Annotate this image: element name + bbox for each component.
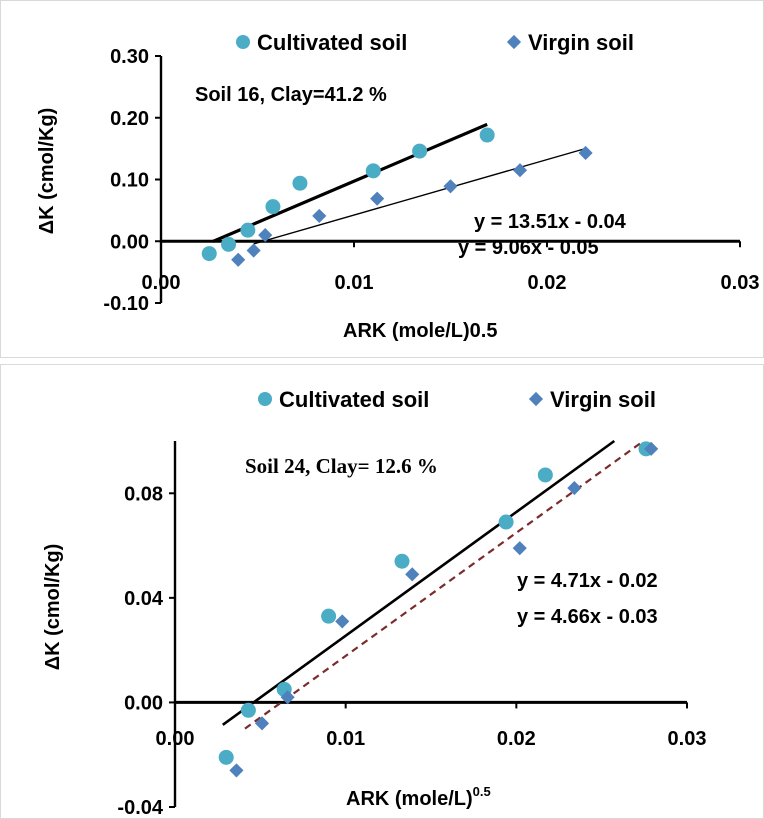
legend-marker-virgin [528,391,544,407]
y-tick-label: 0.00 [110,231,149,253]
data-point-virgin [312,208,327,224]
y-axis-title: ΔK (cmol/Kg) [36,108,58,235]
axes: -0.04 0.00 0.04 0.08 0.00 0.01 0.02 0.03 [117,441,706,818]
data-point-cultivated [218,749,234,765]
legend-label-cultivated: Cultivated soil [257,30,407,55]
data-point-cultivated [412,143,428,159]
data-point-virgin [258,228,273,243]
data-point-virgin [246,243,261,258]
equation-cultivated: y = 4.71x - 0.02 [517,570,658,592]
y-tick-label: 0.08 [124,483,163,505]
x-axis-title: ARK (mole/L)0.5 [346,784,491,810]
data-point-cultivated [321,608,337,624]
x-tick-label: 0.03 [668,728,707,750]
data-point-virgin [370,191,385,206]
data-point-virgin [405,567,420,582]
data-point-cultivated [479,127,495,143]
data-point-virgin [512,541,527,556]
equation-virgin: y = 4.66x - 0.03 [517,606,658,628]
data-points [201,127,593,267]
x-tick-label: 0.01 [326,728,365,750]
x-axis-title-superscript: 0.5 [473,784,491,799]
data-point-cultivated [292,175,308,191]
y-tick-label: 0.00 [124,692,163,714]
trendline-cultivated [222,439,616,726]
legend-marker-cultivated [258,392,272,406]
chart-panel-soil-24: Cultivated soil Virgin soil Soil 24, Cla… [0,364,764,819]
x-tick-label: 0.00 [142,272,181,294]
x-tick-label: 0.03 [721,272,760,294]
equation-cultivated: y = 13.51x - 0.04 [474,211,627,233]
data-point-cultivated [240,702,256,718]
data-point-virgin [229,763,244,778]
data-point-virgin [254,716,270,731]
x-tick-label: 0.02 [528,272,567,294]
chart-soil-16: Cultivated soil Virgin soil Soil 16, Cla… [36,30,759,342]
data-point-virgin [231,252,246,267]
legend: Cultivated soil Virgin soil [258,387,656,412]
y-tick-label: 0.04 [124,588,164,610]
data-point-cultivated [221,236,237,252]
data-point-virgin [567,480,582,496]
y-tick-label: 0.20 [110,108,149,130]
equation-virgin: y = 9.06x - 0.05 [458,237,599,259]
y-tick-label: -0.04 [117,797,163,818]
legend-label-cultivated: Cultivated soil [279,387,429,412]
x-tick-label: 0.01 [335,272,374,294]
data-points [218,441,659,778]
y-tick-label: -0.10 [103,293,149,315]
data-point-cultivated [498,514,514,530]
data-point-virgin [578,145,593,161]
data-point-virgin [443,179,458,194]
x-tick-label: 0.02 [497,728,536,750]
data-point-cultivated [537,467,553,483]
data-point-virgin [280,690,295,705]
chart-panel-soil-16: Cultivated soil Virgin soil Soil 16, Cla… [0,0,764,358]
chart-soil-24: Cultivated soil Virgin soil Soil 24, Cla… [42,387,706,818]
data-point-cultivated [394,553,410,569]
trendlines [212,122,586,245]
data-point-cultivated [265,199,281,215]
data-point-virgin [512,163,528,178]
trendline-virgin [253,147,586,245]
legend: Cultivated soil Virgin soil [236,30,634,55]
x-axis-title-main: ARK (mole/L) [346,788,473,810]
data-point-cultivated [201,246,217,262]
axes: -0.100.000.100.200.300.00 0.01 0.02 0.03 [103,46,759,315]
soil-annotation: Soil 24, Clay= 12.6 % [245,454,438,478]
y-tick-label: 0.10 [110,170,149,192]
data-point-virgin [644,441,659,456]
x-tick-label: 0.00 [156,728,195,750]
legend-label-virgin: Virgin soil [528,30,634,55]
y-tick-label: 0.30 [110,46,149,68]
trendline-cultivated [212,122,488,243]
data-point-cultivated [240,222,256,238]
legend-label-virgin: Virgin soil [550,387,656,412]
data-point-cultivated [365,163,381,179]
legend-marker-cultivated [236,35,250,49]
soil-annotation: Soil 16, Clay=41.2 % [195,84,387,106]
legend-marker-virgin [506,34,522,50]
data-point-virgin [335,614,350,629]
y-axis-title: ΔK (cmol/Kg) [42,544,64,671]
x-axis-title: ARK (mole/L)0.5 [343,320,497,342]
